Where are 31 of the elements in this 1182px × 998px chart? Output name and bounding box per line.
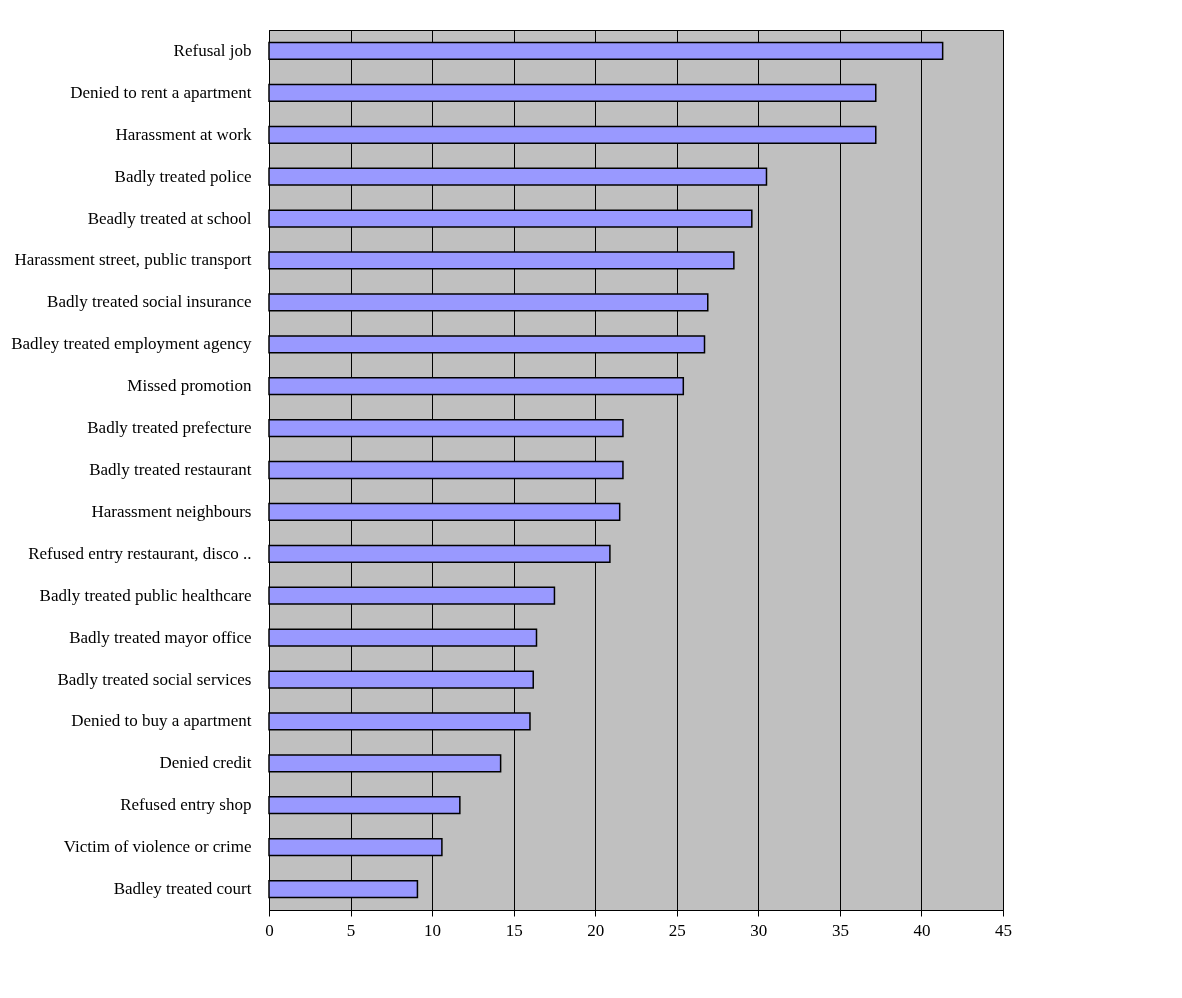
y-tick-label: Badly treated public healthcare (39, 585, 252, 605)
y-tick-label: Refused entry shop (120, 795, 252, 815)
y-tick-label: Badly treated restaurant (89, 460, 252, 479)
y-tick-label: Badley treated court (113, 879, 252, 899)
x-tick-label: 10 (424, 920, 442, 940)
x-tick-label: 30 (750, 920, 768, 940)
y-tick-label: Refusal job (173, 40, 252, 60)
x-tick-label: 35 (831, 920, 849, 940)
y-tick-label: Beadly treated at school (87, 208, 252, 228)
y-tick-label: Victim of violence or crime (63, 837, 252, 857)
y-tick-label: Badly treated social services (57, 669, 252, 689)
y-tick-label: Badly treated prefecture (87, 418, 252, 438)
y-tick-label: Harassment street, public transport (14, 250, 252, 270)
y-tick-label: Missed promotion (127, 376, 252, 396)
x-tick-label: 5 (346, 920, 356, 940)
y-tick-label: Denied to buy a apartment (71, 711, 252, 731)
x-tick-label: 15 (505, 920, 523, 940)
y-tick-label: Harassment at work (115, 124, 252, 144)
y-tick-label: Harassment neighbours (91, 501, 252, 521)
x-tick-label: 45 (995, 920, 1012, 940)
y-tick-label: Denied to rent a apartment (70, 82, 252, 102)
y-tick-label: Badly treated social insurance (47, 292, 252, 312)
y-tick-label: Badley treated employment agency (11, 334, 252, 354)
y-tick-label: Refused entry restaurant, disco .. (28, 543, 252, 563)
x-tick-label: 25 (668, 920, 686, 940)
x-tick-label: 20 (587, 920, 605, 940)
y-tick-label: Badly treated police (114, 166, 252, 186)
x-tick-label: 40 (913, 920, 931, 940)
y-tick-label: Denied credit (159, 753, 252, 773)
y-tick-label: Badly treated mayor office (69, 627, 252, 647)
x-tick-label: 0 (265, 920, 274, 940)
